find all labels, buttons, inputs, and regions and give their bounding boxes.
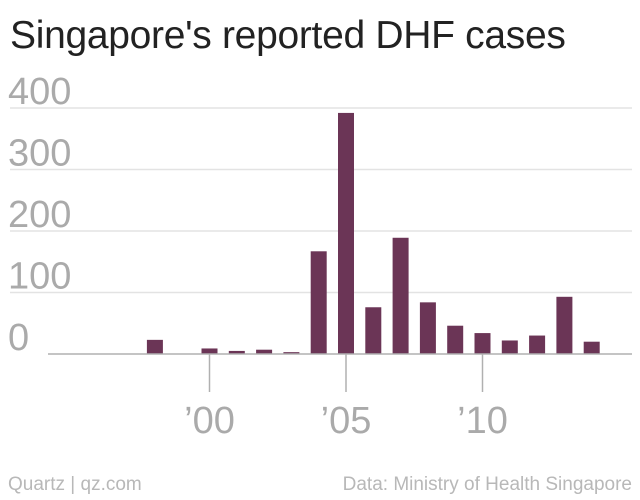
footer-data-credit: Data: Ministry of Health Singapore xyxy=(342,474,632,495)
bar-2010 xyxy=(474,333,491,354)
bar-2008 xyxy=(419,302,436,354)
bar-2001 xyxy=(228,350,245,354)
y-tick-label: 200 xyxy=(8,194,71,236)
bar-2012 xyxy=(529,335,546,354)
y-tick-label: 100 xyxy=(8,256,71,298)
bar-2009 xyxy=(447,325,464,354)
bar-2014 xyxy=(583,341,600,354)
bar-2002 xyxy=(256,349,273,354)
bar-2007 xyxy=(392,237,409,354)
footer-source-brand: Quartz | qz.com xyxy=(8,474,142,495)
bar-2000 xyxy=(201,348,218,354)
y-axis-ticks: 0 100 200 300 400 xyxy=(8,71,71,359)
bar-2005 xyxy=(338,112,354,354)
bar-2006 xyxy=(365,307,382,354)
bar-chart: 0 100 200 300 400 ’00 ’05 ’10 xyxy=(8,71,632,442)
x-axis-ticks: ’00 ’05 ’10 xyxy=(184,354,508,442)
bar-2011 xyxy=(501,340,518,354)
bar-2003 xyxy=(283,352,300,354)
bar-1998 xyxy=(146,339,163,354)
y-tick-label: 300 xyxy=(8,133,71,175)
y-tick-label: 0 xyxy=(8,317,29,359)
bar-2013 xyxy=(556,296,573,354)
x-tick-label: ’00 xyxy=(184,400,235,442)
y-tick-label: 400 xyxy=(8,71,71,113)
gridlines xyxy=(10,107,632,294)
bars xyxy=(146,112,600,354)
x-tick-label: ’10 xyxy=(457,400,508,442)
bar-2004 xyxy=(310,251,327,354)
chart-title: Singapore's reported DHF cases xyxy=(10,14,566,57)
x-tick-label: ’05 xyxy=(321,400,372,442)
